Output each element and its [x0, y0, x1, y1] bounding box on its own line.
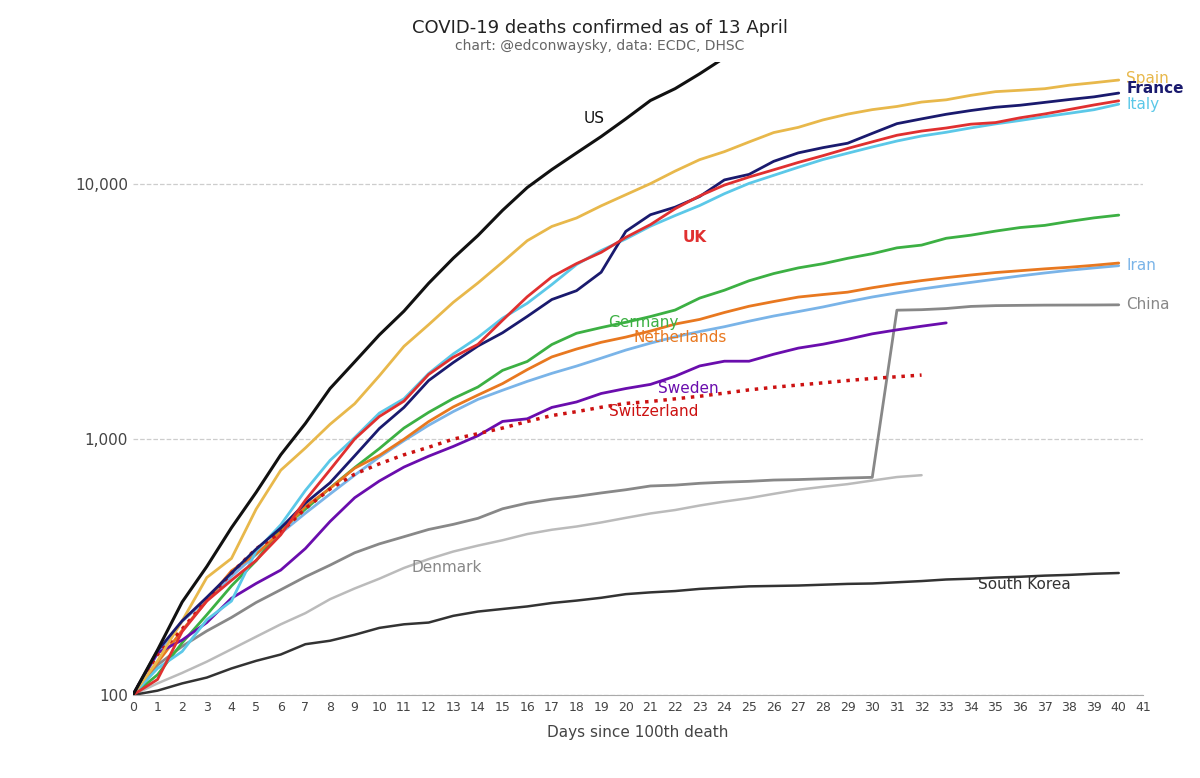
Text: COVID-19 deaths confirmed as of 13 April: COVID-19 deaths confirmed as of 13 April	[412, 19, 788, 37]
Text: chart: @edconwaysky, data: ECDC, DHSC: chart: @edconwaysky, data: ECDC, DHSC	[455, 39, 745, 53]
Text: UK: UK	[683, 230, 707, 245]
Text: Germany: Germany	[608, 315, 679, 330]
Text: Netherlands: Netherlands	[634, 330, 726, 345]
Text: South Korea: South Korea	[978, 577, 1070, 592]
Text: France: France	[1126, 81, 1183, 96]
Text: Denmark: Denmark	[412, 560, 481, 576]
X-axis label: Days since 100th death: Days since 100th death	[547, 724, 728, 740]
Text: Iran: Iran	[1126, 258, 1156, 273]
Text: Italy: Italy	[1126, 96, 1159, 112]
Text: US: US	[584, 111, 605, 126]
Text: Sweden: Sweden	[658, 381, 719, 396]
Text: Switzerland: Switzerland	[608, 404, 698, 419]
Text: China: China	[1126, 297, 1170, 312]
Text: Spain: Spain	[1126, 71, 1169, 86]
